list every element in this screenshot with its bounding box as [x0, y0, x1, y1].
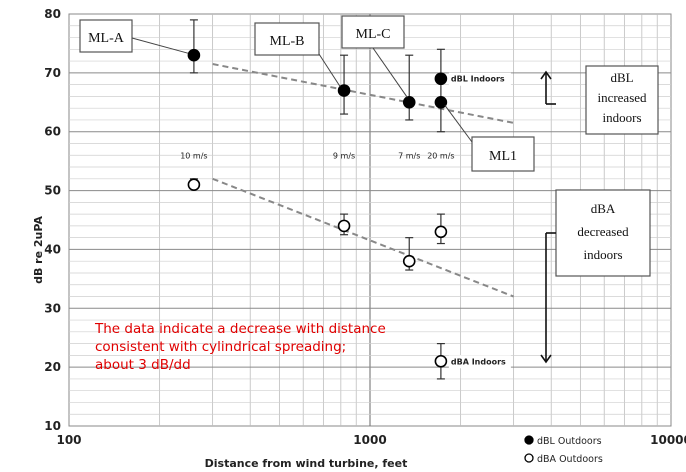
data-point: [434, 72, 448, 86]
dbl-indoors-label: dBL Indoors: [451, 75, 505, 84]
point-callout-box: [341, 15, 405, 49]
data-points: [187, 48, 448, 368]
x-tick-label: 100: [56, 433, 81, 447]
side-box-line: indoors: [603, 110, 642, 125]
annotation: The data indicate a decrease with distan…: [94, 321, 386, 373]
y-tick-label: 50: [44, 184, 61, 198]
side-box-line: dBL: [610, 70, 633, 85]
data-point: [402, 254, 416, 268]
tick-labels: 100 1000 10000 10 20 30 40 50 60 70 80: [44, 7, 686, 447]
x-tick-label: 10000: [650, 433, 686, 447]
callout-leader: [372, 47, 408, 98]
y-tick-label: 20: [44, 360, 61, 374]
wind-speed-label: 20 m/s: [427, 151, 454, 160]
data-point: [187, 178, 201, 191]
annotation-line: consistent with cylindrical spreading;: [95, 339, 346, 355]
trendline: [212, 177, 514, 298]
annotation-line: about 3 dB/dd: [95, 357, 191, 373]
data-point: [434, 225, 448, 239]
trendlines: [212, 63, 514, 298]
data-point: [434, 95, 448, 109]
point-callout-label: ML-C: [356, 27, 391, 42]
legend-marker: [524, 453, 534, 463]
wind-speed-label: 9 m/s: [333, 151, 355, 160]
callout-leader: [131, 37, 189, 54]
y-axis-label: dB re 2uPA: [32, 216, 45, 284]
point-callout-label: ML1: [489, 149, 517, 164]
arrow-head: [540, 70, 552, 80]
callout-leader: [444, 104, 473, 143]
legend-label: dBA Outdoors: [537, 454, 603, 465]
point-callout-box: [79, 19, 133, 53]
wind-speed-label: 7 m/s: [398, 151, 420, 160]
data-point: [434, 354, 448, 368]
side-box: [555, 189, 651, 277]
y-tick-label: 40: [44, 242, 61, 256]
legend: dBL Outdoors dBA Outdoors: [524, 435, 603, 465]
data-point: [187, 48, 201, 62]
y-tick-label: 10: [44, 419, 61, 433]
side-box-line: dBA: [591, 201, 616, 216]
y-tick-label: 60: [44, 125, 61, 139]
legend-label: dBL Outdoors: [537, 436, 602, 447]
x-axis-label: Distance from wind turbine, feet: [205, 457, 408, 470]
point-callout-label: ML-B: [270, 34, 305, 49]
side-box-line: increased: [597, 90, 647, 105]
data-point: [337, 84, 351, 97]
x-tick-label: 1000: [353, 433, 386, 447]
legend-marker: [524, 435, 534, 445]
data-point: [337, 219, 351, 233]
trendline: [212, 63, 514, 124]
data-point: [402, 95, 416, 109]
chart-labels: 10 m/s 9 m/s 7 m/s 20 m/s dBL Indoors dBA Ind…: [79, 15, 535, 369]
y-tick-label: 80: [44, 7, 61, 21]
dba-indoors-label-bg: [448, 355, 511, 369]
dba-indoors-label: dBA Indoors: [451, 357, 506, 366]
side-box-line: decreased: [577, 224, 629, 239]
side-box-line: indoors: [584, 247, 623, 262]
y-tick-label: 70: [44, 66, 61, 80]
side-boxes: dBL increased indoors dBA decreased indoors: [540, 65, 659, 364]
annotation-line: The data indicate a decrease with distan…: [94, 321, 386, 337]
callout-leader: [318, 53, 341, 87]
side-box: [585, 65, 659, 135]
arrow-head: [540, 354, 552, 364]
point-callout-label: ML-A: [88, 31, 125, 46]
y-tick-label: 30: [44, 301, 61, 315]
wind-speed-label: 10 m/s: [180, 151, 207, 160]
point-callout-box: [254, 22, 320, 56]
point-callout-box: [471, 136, 535, 172]
dbl-indoors-label-bg: [448, 72, 511, 86]
